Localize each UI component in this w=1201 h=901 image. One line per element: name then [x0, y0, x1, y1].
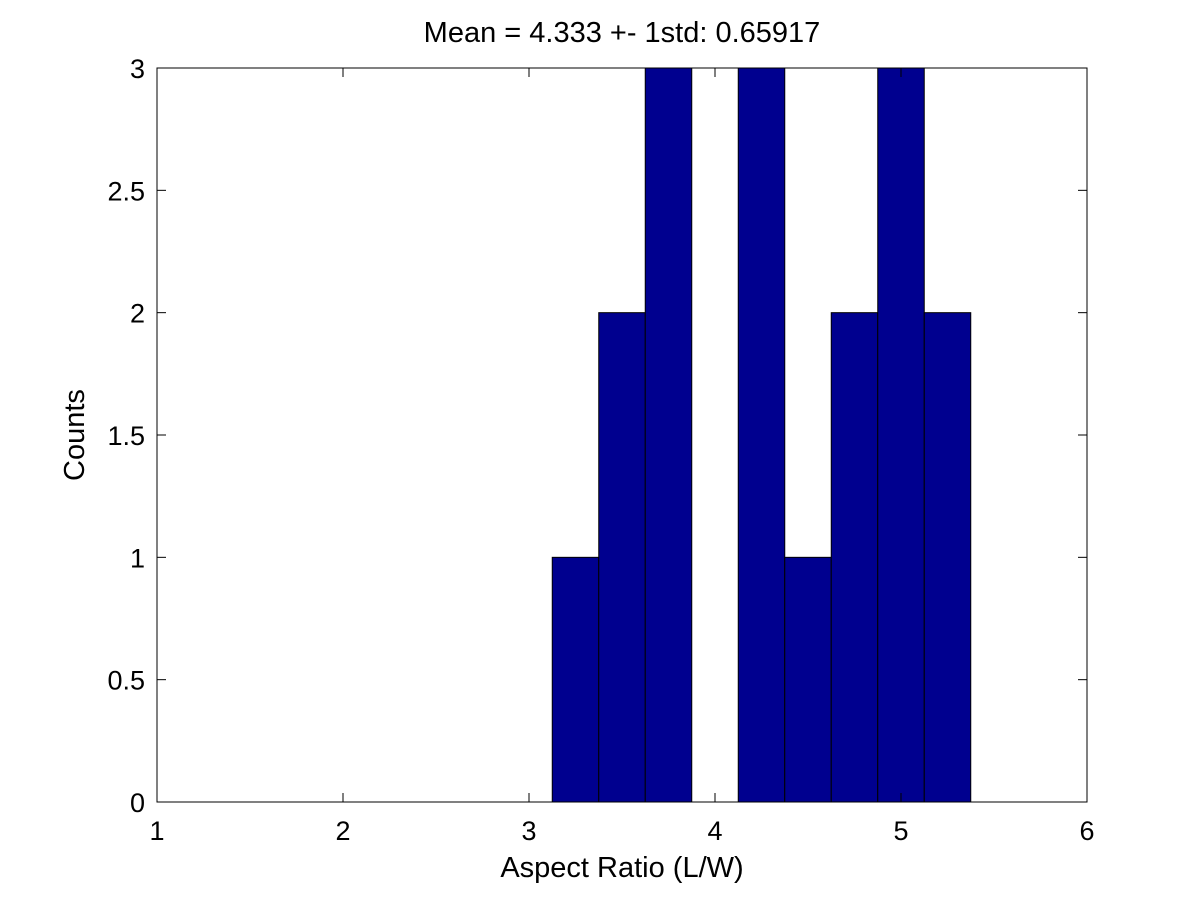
y-tick-label-2: 1 — [130, 543, 145, 573]
chart-title: Mean = 4.333 +- 1std: 0.65917 — [424, 17, 821, 49]
y-tick-label-0: 0 — [130, 788, 145, 818]
plot-frame — [156, 67, 1088, 803]
histogram-bar-7 — [877, 67, 925, 803]
x-tick-label-3: 4 — [707, 816, 722, 846]
y-axis-label: Counts — [59, 389, 91, 481]
x-tick-label-5: 6 — [1079, 816, 1094, 846]
histogram-bar-4 — [737, 67, 786, 803]
y-tick-label-6: 3 — [130, 54, 145, 84]
x-tick-label-0: 1 — [149, 816, 164, 846]
x-tick-label-1: 2 — [335, 816, 350, 846]
histogram-bar-0 — [551, 556, 600, 803]
y-tick-label-1: 0.5 — [107, 666, 145, 696]
histogram-bar-1 — [598, 312, 646, 803]
y-tick-label-5: 2.5 — [107, 176, 145, 206]
x-tick-label-2: 3 — [521, 816, 536, 846]
x-axis-label: Aspect Ratio (L/W) — [500, 852, 743, 884]
histogram-bar-2 — [644, 67, 693, 803]
tick-labels-group: 1 2 3 4 5 6 0 0.5 1 1.5 2 2.5 3 — [107, 54, 1094, 846]
histogram-bar-8 — [923, 312, 972, 803]
y-tick-label-4: 2 — [130, 299, 145, 329]
y-tick-label-3: 1.5 — [107, 421, 145, 451]
histogram-bar-5 — [784, 556, 832, 803]
x-tick-label-4: 5 — [893, 816, 908, 846]
histogram-bar-6 — [830, 312, 879, 803]
